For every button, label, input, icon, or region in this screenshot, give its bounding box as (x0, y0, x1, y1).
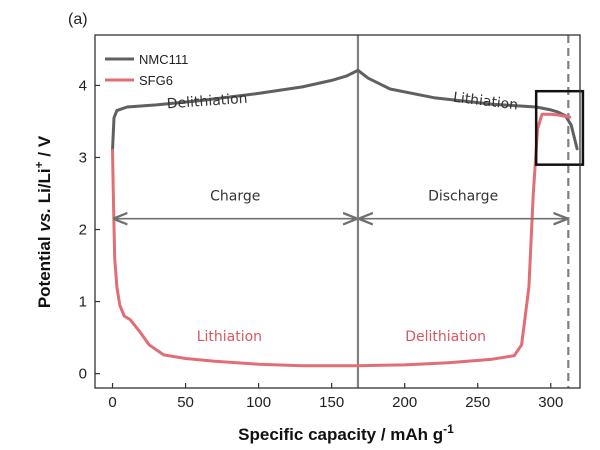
legend-label-nmc111: NMC111 (139, 52, 188, 67)
y-tick-label-4: 4 (79, 77, 87, 94)
arrow-label-charge: Charge (210, 189, 260, 205)
x-tick-label-100: 100 (246, 394, 271, 411)
plot-area: Charge Discharge Delithiation Lithiation Lit… (111, 35, 585, 388)
plot-frame (94, 34, 581, 389)
y-tick-label-2: 2 (79, 222, 87, 239)
annotation-2: Lithiation (197, 329, 262, 345)
x-axis: 0 50 100 150 200 250 300 (108, 383, 563, 411)
x-tick-label-250: 250 (465, 394, 490, 411)
annotation-1: Lithiation (452, 90, 519, 114)
highlight-box (534, 89, 585, 166)
x-tick-label-150: 150 (319, 394, 344, 411)
x-axis-label: Specific capacity / mAh g-1 (238, 422, 454, 444)
legend-label-sfg6: SFG6 (139, 73, 173, 88)
series-line-sfg6 (111, 112, 572, 368)
annotation-0: Delithiation (166, 91, 248, 113)
legend: NMC111 SFG6 (105, 52, 188, 88)
arrow-label-discharge: Discharge (428, 189, 498, 205)
y-tick-label-0: 0 (79, 366, 87, 383)
y-axis: 0 1 2 3 4 (79, 77, 100, 383)
x-tick-label-200: 200 (392, 394, 417, 411)
x-tick-label-50: 50 (177, 394, 194, 411)
y-tick-label-1: 1 (79, 294, 87, 311)
x-tick-label-0: 0 (108, 394, 116, 411)
panel-label: (a) (68, 11, 88, 28)
y-tick-label-3: 3 (79, 149, 87, 166)
x-tick-label-300: 300 (538, 394, 563, 411)
annotation-3: Delithiation (405, 329, 486, 345)
x-axis-label-superscript: -1 (443, 422, 454, 436)
series-line-nmc111 (111, 68, 579, 152)
y-axis-label: Potential vs. Li/Li+ / V (32, 135, 54, 308)
